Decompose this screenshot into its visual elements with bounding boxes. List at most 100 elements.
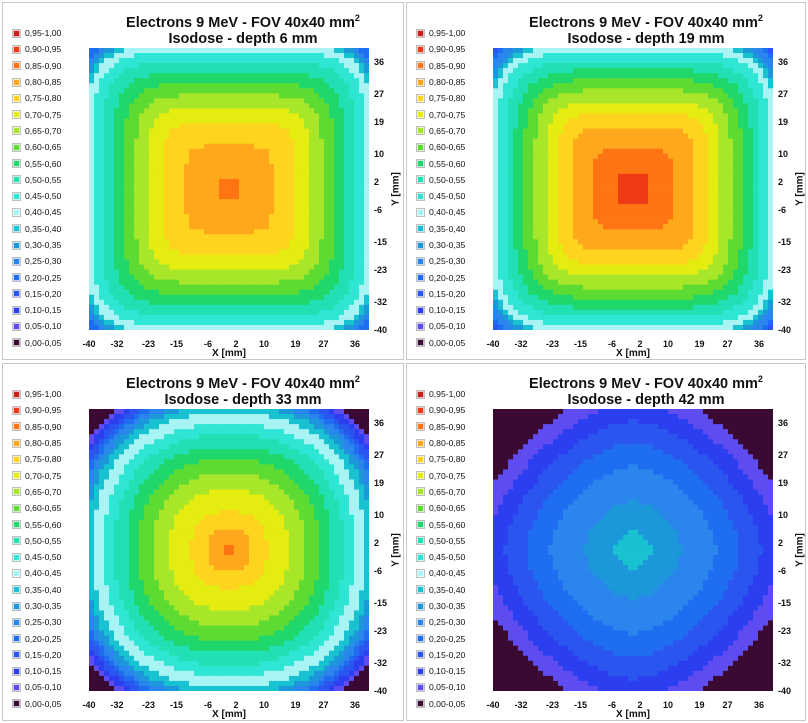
dose-cell bbox=[244, 214, 250, 220]
dose-cell bbox=[199, 103, 205, 110]
dose-cell bbox=[493, 143, 499, 150]
dose-cell bbox=[324, 274, 330, 281]
dose-cell bbox=[598, 178, 604, 185]
dose-cell bbox=[289, 189, 295, 195]
dose-cell bbox=[354, 219, 360, 225]
dose-cell bbox=[523, 123, 529, 130]
dose-cell bbox=[618, 108, 624, 115]
dose-cell bbox=[364, 143, 369, 150]
dose-cell bbox=[703, 93, 709, 99]
dose-cell bbox=[588, 63, 594, 69]
dose-cell bbox=[758, 118, 764, 125]
dose-cell bbox=[653, 158, 659, 165]
dose-cell bbox=[324, 88, 330, 94]
dose-cell bbox=[264, 319, 270, 326]
dose-cell bbox=[294, 299, 300, 306]
dose-cell bbox=[319, 58, 325, 64]
dose-cell bbox=[124, 299, 130, 306]
dose-cell bbox=[738, 143, 744, 150]
dose-cell bbox=[723, 98, 729, 104]
dose-cell bbox=[204, 239, 210, 245]
dose-cell bbox=[713, 163, 719, 170]
dose-cell bbox=[204, 63, 210, 69]
dose-cell bbox=[558, 118, 564, 125]
dose-cell bbox=[164, 83, 170, 89]
dose-cell bbox=[324, 319, 330, 326]
dose-cell bbox=[528, 153, 534, 160]
dose-cell bbox=[723, 48, 729, 54]
dose-cell bbox=[134, 219, 140, 225]
dose-cell bbox=[269, 264, 275, 271]
dose-cell bbox=[758, 189, 764, 195]
dose-cell bbox=[174, 163, 180, 170]
dose-cell bbox=[668, 138, 674, 145]
dose-cell bbox=[274, 234, 280, 240]
dose-cell bbox=[149, 279, 155, 286]
dose-cell bbox=[354, 234, 360, 240]
dose-cell bbox=[214, 53, 220, 59]
dose-cell bbox=[279, 153, 285, 160]
dose-cell bbox=[688, 143, 694, 150]
dose-cell bbox=[528, 173, 534, 180]
dose-cell bbox=[513, 53, 519, 59]
dose-cell bbox=[329, 68, 335, 74]
dose-cell bbox=[159, 108, 165, 115]
dose-cell bbox=[244, 118, 250, 125]
dose-cell bbox=[653, 113, 659, 120]
dose-cell bbox=[189, 78, 195, 84]
dose-cell bbox=[339, 158, 345, 165]
dose-cell bbox=[533, 138, 539, 145]
dose-cell bbox=[99, 279, 105, 286]
dose-cell bbox=[104, 284, 110, 291]
dose-cell bbox=[359, 299, 365, 306]
dose-cell bbox=[339, 314, 345, 321]
dose-cell bbox=[189, 264, 195, 271]
dose-cell bbox=[728, 98, 734, 104]
dose-cell bbox=[334, 153, 340, 160]
dose-cell bbox=[169, 98, 175, 104]
dose-cell bbox=[329, 143, 335, 150]
dose-cell bbox=[294, 274, 300, 281]
legend-item: 0,45-0,50 bbox=[416, 188, 465, 204]
dose-cell bbox=[354, 93, 360, 99]
dose-cell bbox=[114, 88, 120, 94]
dose-cell bbox=[738, 113, 744, 120]
dose-cell bbox=[344, 158, 350, 165]
dose-cell bbox=[234, 73, 240, 79]
dose-cell bbox=[528, 143, 534, 150]
dose-cell bbox=[603, 173, 609, 180]
dose-cell bbox=[154, 148, 160, 155]
dose-cell bbox=[334, 204, 340, 210]
dose-cell bbox=[99, 314, 105, 321]
dose-cell bbox=[279, 249, 285, 256]
dose-cell bbox=[628, 143, 634, 150]
dose-cell bbox=[698, 173, 704, 180]
dose-cell bbox=[768, 183, 773, 190]
dose-cell bbox=[693, 53, 699, 59]
dose-cell bbox=[658, 93, 664, 99]
dose-cell bbox=[688, 113, 694, 120]
dose-cell bbox=[209, 194, 215, 200]
dose-cell bbox=[219, 173, 225, 180]
dose-cell bbox=[314, 214, 320, 220]
dose-cell bbox=[753, 98, 759, 104]
dose-cell bbox=[723, 163, 729, 170]
dose-cell bbox=[154, 239, 160, 245]
dose-cell bbox=[658, 58, 664, 64]
dose-cell bbox=[124, 284, 130, 291]
dose-cell bbox=[249, 294, 255, 301]
dose-cell bbox=[184, 123, 190, 130]
dose-cell bbox=[493, 133, 499, 140]
dose-cell bbox=[513, 153, 519, 160]
dose-cell bbox=[319, 214, 325, 220]
dose-cell bbox=[194, 168, 200, 175]
dose-cell bbox=[728, 88, 734, 94]
dose-cell bbox=[703, 123, 709, 130]
dose-cell bbox=[269, 189, 275, 195]
legend-item: 0,25-0,30 bbox=[416, 253, 465, 269]
dose-cell bbox=[139, 153, 145, 160]
dose-cell bbox=[284, 163, 290, 170]
dose-cell bbox=[154, 108, 160, 115]
dose-cell bbox=[334, 88, 340, 94]
dose-cell bbox=[159, 299, 165, 306]
